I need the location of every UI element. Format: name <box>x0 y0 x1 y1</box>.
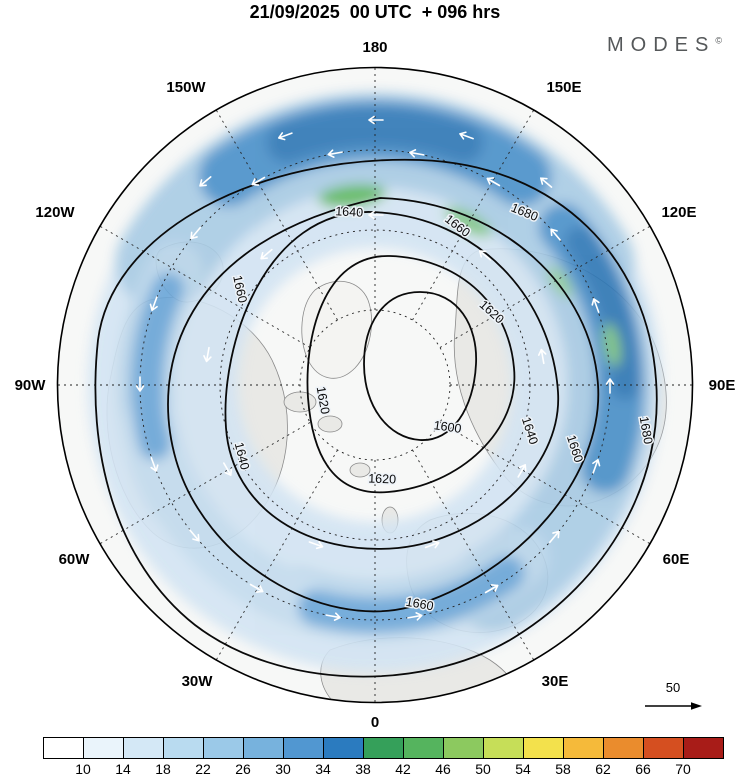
contour-label: 1660 <box>405 595 435 614</box>
colorbar-cell: 30 <box>244 738 291 777</box>
colorbar-tick: 30 <box>275 761 291 777</box>
colorbar-cell <box>684 738 723 758</box>
modes-logo: MODES© <box>607 34 722 57</box>
colorbar-cell: 14 <box>84 738 131 777</box>
colorbar-cell: 50 <box>444 738 491 777</box>
lon-label-180: 180 <box>362 39 387 56</box>
wind-reference-label: 50 <box>666 680 680 695</box>
colorbar-tick: 58 <box>555 761 571 777</box>
colorbar: 10 14 18 22 26 30 34 38 42 46 50 54 58 6… <box>43 737 724 777</box>
lon-label-120e: 120E <box>661 204 696 221</box>
colorbar-cell: 38 <box>324 738 371 777</box>
contour-label: 1640 <box>335 204 364 219</box>
colorbar-tick: 14 <box>115 761 131 777</box>
contour-label: 1620 <box>368 472 396 487</box>
lon-label-150w: 150W <box>166 79 206 96</box>
contour-label: 1660 <box>230 274 249 304</box>
colorbar-tick: 50 <box>475 761 491 777</box>
colorbar-tick: 26 <box>235 761 251 777</box>
colorbar-cell: 46 <box>404 738 451 777</box>
lon-label-0: 0 <box>371 714 379 731</box>
colorbar-tick: 34 <box>315 761 331 777</box>
colorbar-cell: 70 <box>644 738 691 777</box>
colorbar-tick: 70 <box>675 761 691 777</box>
lon-label-30e: 30E <box>542 673 569 690</box>
colorbar-cell: 66 <box>604 738 651 777</box>
lon-label-60e: 60E <box>663 551 690 568</box>
wind-reference-arrowhead <box>691 702 702 710</box>
colorbar-tick: 10 <box>75 761 91 777</box>
colorbar-cell: 26 <box>204 738 251 777</box>
contour-label: 1600 <box>433 418 463 436</box>
colorbar-tick: 18 <box>155 761 171 777</box>
height-contours <box>94 158 658 678</box>
colorbar-tick: 66 <box>635 761 651 777</box>
colorbar-cell: 58 <box>524 738 571 777</box>
colorbar-cell: 42 <box>364 738 411 777</box>
colorbar-cell: 54 <box>484 738 531 777</box>
lon-label-90e: 90E <box>709 377 736 394</box>
colorbar-cell: 34 <box>284 738 331 777</box>
colorbar-tick: 22 <box>195 761 211 777</box>
colorbar-cell: 62 <box>564 738 611 777</box>
lon-label-30w: 30W <box>182 673 214 690</box>
colorbar-cell: 22 <box>164 738 211 777</box>
colorbar-tick: 62 <box>595 761 611 777</box>
colorbar-tick: 38 <box>355 761 371 777</box>
wind-reference: 50 <box>645 680 702 710</box>
lon-label-60w: 60W <box>59 551 91 568</box>
lon-label-120w: 120W <box>35 204 75 221</box>
longitude-labels: 180 150E 120E 90E 60E 30E 0 30W 60W 90W … <box>15 39 736 731</box>
colorbar-tick: 42 <box>395 761 411 777</box>
lon-label-150e: 150E <box>546 79 581 96</box>
modes-logo-text: MODES <box>607 34 716 56</box>
colorbar-cell: 10 <box>44 738 91 777</box>
colorbar-tick: 54 <box>515 761 531 777</box>
lon-label-90w: 90W <box>15 377 47 394</box>
page-title: 21/09/2025 00 UTC + 096 hrs <box>249 2 501 22</box>
colorbar-tick: 46 <box>435 761 451 777</box>
contour-label: 1620 <box>314 385 333 415</box>
colorbar-cell: 18 <box>124 738 171 777</box>
modes-logo-mark: © <box>715 35 722 46</box>
contour-label: 1680 <box>637 415 656 445</box>
map-rim <box>56 66 694 704</box>
